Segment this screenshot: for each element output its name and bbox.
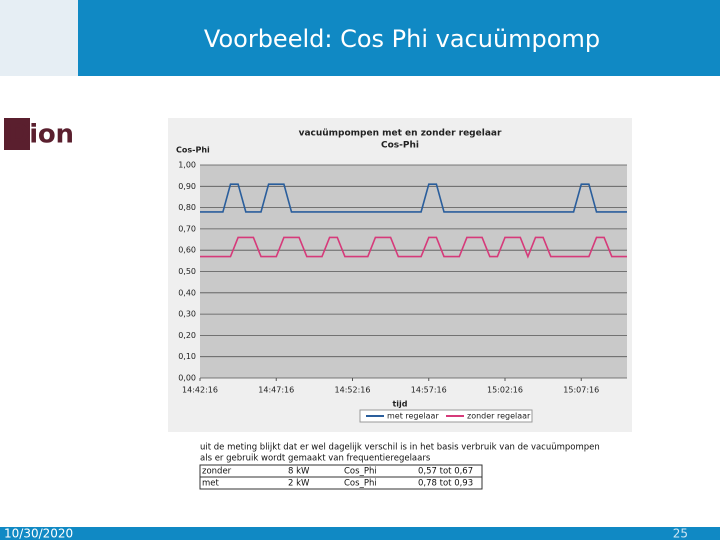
chart-title: vacuümpompen met en zonder regelaar: [299, 129, 502, 139]
legend-label: zonder regelaar: [467, 412, 531, 421]
y-tick-label: 0,00: [178, 374, 196, 383]
y-tick-label: 0,70: [178, 224, 196, 233]
table-cell: Cos_Phi: [344, 479, 377, 489]
legend-label: met regelaar: [387, 412, 439, 421]
note: uit de meting blijkt dat er wel dagelijk…: [200, 443, 600, 453]
x-tick-label: 14:47:16: [258, 386, 294, 395]
x-tick-label: 15:02:16: [487, 386, 523, 395]
y-tick-label: 0,10: [178, 352, 196, 361]
x-tick-label: 14:52:16: [335, 386, 371, 395]
corner: [0, 0, 78, 76]
series-line: [200, 236, 627, 259]
table-cell: met: [202, 479, 220, 489]
series-line: [200, 183, 627, 213]
footer-bar: [0, 527, 720, 540]
table-cell: 8 kW: [288, 467, 310, 477]
page-number: 25: [673, 527, 688, 541]
table-cell: Cos_Phi: [344, 467, 377, 477]
y-tick-label: 0,60: [178, 246, 196, 255]
table-cell: zonder: [202, 467, 232, 477]
title-banner: [78, 0, 720, 76]
table-cell: 0,57 tot 0,67: [418, 467, 473, 477]
note: als er gebruik wordt gemaakt van frequen…: [200, 454, 431, 464]
chart-title: Cos-Phi: [381, 141, 419, 151]
table-cell: 0,78 tot 0,93: [418, 479, 473, 489]
x-tick-label: 14:42:16: [182, 386, 218, 395]
y-tick-label: 0,90: [178, 182, 196, 191]
logo-mark: [4, 118, 30, 150]
y-tick-label: 0,50: [178, 267, 196, 276]
y-tick-label: 1,00: [178, 161, 196, 170]
logo: Dion: [8, 120, 74, 150]
slide-title: Voorbeeld: Cos Phi vacuümpomp: [204, 25, 600, 53]
table-cell: 2 kW: [288, 479, 310, 489]
x-tick-label: 15:07:16: [563, 386, 599, 395]
y-tick-label: 0,40: [178, 288, 196, 297]
x-axis-label: tijd: [392, 400, 407, 409]
y-tick-label: 0,20: [178, 331, 196, 340]
y-axis-label: Cos-Phi: [176, 146, 210, 155]
y-tick-label: 0,30: [178, 310, 196, 319]
y-tick-label: 0,80: [178, 203, 196, 212]
date: 10/30/2020: [4, 527, 73, 541]
x-tick-label: 14:57:16: [411, 386, 447, 395]
